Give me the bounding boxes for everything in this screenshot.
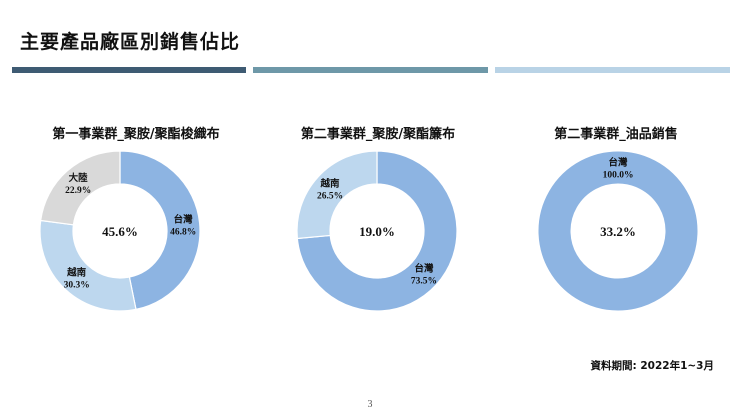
slice-台灣 — [296, 150, 458, 312]
slice-台灣 — [537, 150, 699, 312]
slice-label-value: 46.8% — [170, 228, 196, 238]
slice-label-value: 22.9% — [65, 186, 91, 196]
donut-center-value: 33.2% — [600, 224, 636, 239]
slice-台灣 — [119, 150, 201, 311]
slice-越南 — [296, 150, 378, 240]
slice-label-name: 越南 — [320, 177, 341, 189]
slice-label-value: 73.5% — [411, 277, 437, 287]
donut-center-value: 19.0% — [359, 224, 395, 239]
slice-label-name: 台灣 — [174, 214, 194, 226]
slice-label-value: 30.3% — [64, 280, 90, 290]
slice-大陸 — [40, 150, 121, 226]
chart-2-title: 第二事業群_聚胺/聚酯簾布 — [300, 127, 456, 142]
source-note: 資料期間: 2022年1~3月 — [590, 360, 715, 372]
donut-chart-2: 台灣 73.5% 越南 26.5% 19.0% — [296, 150, 458, 312]
slice-label-name: 台灣 — [608, 157, 628, 169]
slice-label-name: 台灣 — [414, 263, 434, 275]
page-number: 3 — [367, 399, 373, 410]
slice-label-value: 100.0% — [603, 171, 634, 181]
slice-越南 — [39, 219, 137, 312]
header-bar-dark — [12, 67, 246, 73]
slice-label-value: 26.5% — [317, 191, 343, 201]
slice-label-name: 大陸 — [69, 172, 89, 184]
header-bar-light — [495, 67, 730, 73]
donut-center-value: 45.6% — [102, 224, 138, 239]
page-title: 主要產品廠區別銷售佔比 — [20, 31, 241, 53]
donut-chart-3: 台灣 100.0% 33.2% — [537, 150, 699, 312]
donut-chart-1: 台灣 46.8% 越南 30.3% 大陸 22.9% 45.6% — [39, 150, 201, 312]
header-bar-medium — [253, 67, 488, 73]
chart-3-title: 第二事業群_油品銷售 — [554, 127, 678, 142]
slice-label-name: 越南 — [66, 266, 87, 278]
chart-1-title: 第一事業群_聚胺/聚酯梭織布 — [52, 127, 220, 142]
